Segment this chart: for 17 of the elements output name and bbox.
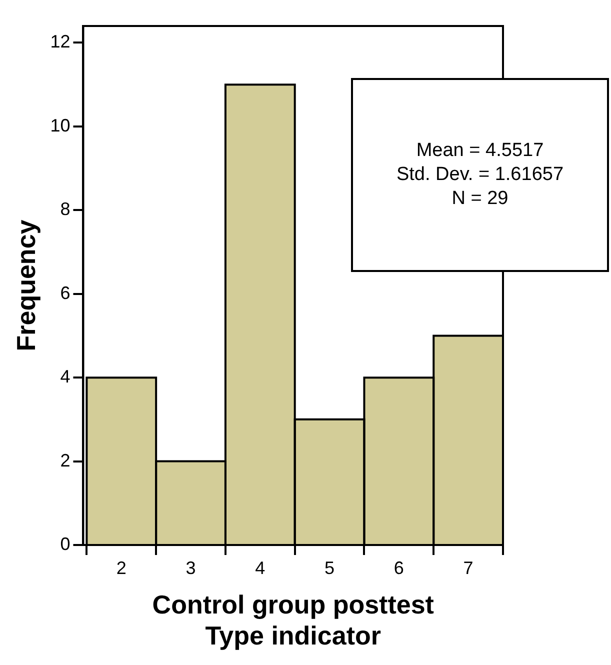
y-tick-label: 12 [50, 32, 70, 52]
x-tick-label: 2 [116, 558, 126, 578]
annotation: Mean = 4.5517 Std. Dev. = 1.61657 N = 29 [396, 139, 564, 211]
x-tick-label: 5 [324, 558, 335, 578]
info-box: Mean = 4.5517 Std. Dev. = 1.61657 N = 29 [351, 78, 609, 272]
y-tick-label: 8 [60, 199, 70, 220]
x-tick-label: 3 [186, 558, 196, 578]
y-axis-title: Frequency [10, 219, 41, 352]
y-tick-label: 6 [60, 282, 70, 303]
x-tick-label: 6 [394, 558, 404, 578]
x-tick-label: 4 [255, 558, 266, 578]
y-tick-label: 2 [60, 450, 70, 470]
x-axis-title: Control group posttest Type indicator [152, 589, 434, 651]
x-tick-label: 7 [463, 558, 474, 578]
y-tick-label: 4 [60, 366, 70, 387]
y-tick-label: 0 [60, 534, 70, 554]
y-tick-label: 10 [50, 115, 70, 136]
